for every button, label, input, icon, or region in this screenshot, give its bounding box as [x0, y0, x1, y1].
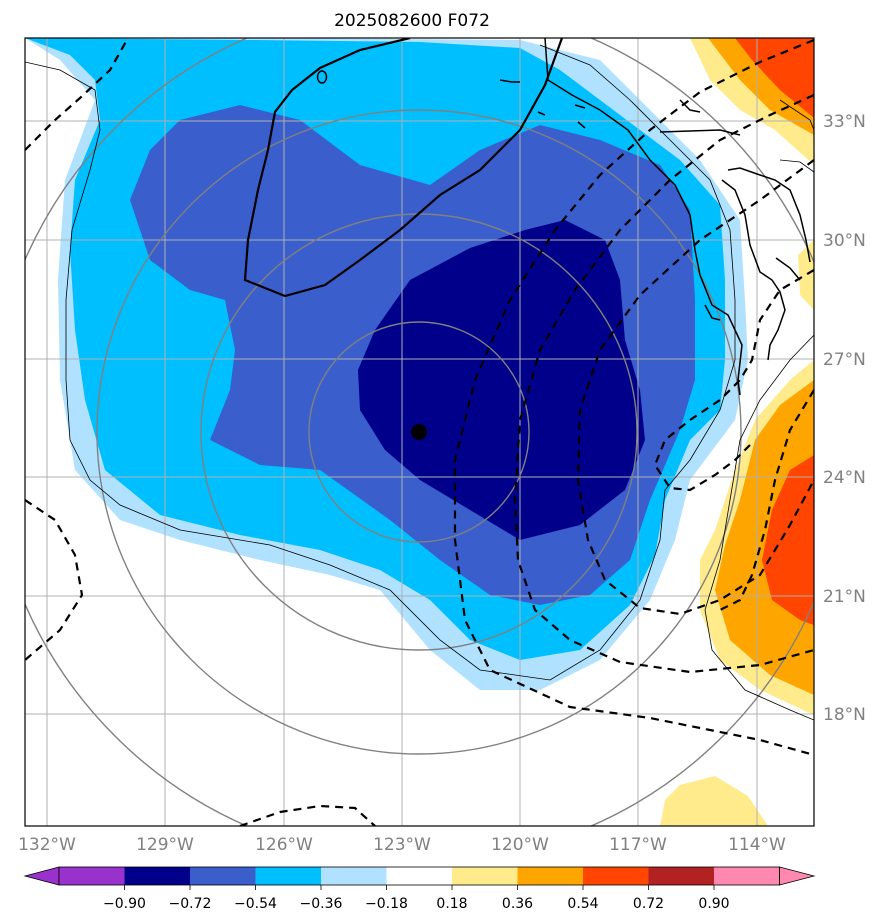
colorbar-tick-label: −0.90 [103, 896, 146, 912]
colorbar-tick-label: −0.18 [365, 896, 408, 912]
colorbar-swatch [517, 867, 583, 885]
colorbar-tick-label: 0.18 [436, 896, 467, 912]
map-area [25, 38, 814, 826]
lat-label: 30°N [823, 231, 866, 251]
solid-contour-small [316, 70, 328, 84]
colorbar-tick-label: 0.36 [502, 896, 533, 912]
colorbar-swatch [255, 867, 321, 885]
longitude-labels: 132°W 129°W 126°W 123°W 120°W 117°W 114°… [18, 835, 786, 855]
colorbar-frame [58, 866, 780, 886]
colorbar-swatch [648, 867, 714, 885]
dashed-contours [25, 38, 814, 826]
colorbar-tick-marks [124, 885, 715, 890]
colorbar-swatch [59, 867, 125, 885]
solid-contour [243, 38, 564, 298]
storm-center-marker [411, 424, 427, 440]
lat-label: 21°N [823, 587, 866, 607]
colorbar-swatch [386, 867, 452, 885]
lat-label: 18°N [823, 705, 866, 725]
colorbar-swatch [452, 867, 518, 885]
colorbar-tick-label: 0.90 [698, 896, 729, 912]
colorbar-tick-label: −0.36 [300, 896, 343, 912]
thin-contours [25, 44, 814, 721]
lat-label: 24°N [823, 468, 866, 488]
colorbar-swatch [124, 867, 190, 885]
lat-label: 33°N [823, 112, 866, 132]
anomaly-fill-red-e [762, 455, 814, 625]
colorbar-swatch [583, 867, 649, 885]
latitude-labels: 33°N 30°N 27°N 24°N 21°N 18°N [823, 112, 866, 725]
colorbar-swatch [190, 867, 256, 885]
anomaly-fill-navy [358, 220, 645, 540]
gridlines [25, 38, 814, 826]
colorbar-extend-high [779, 866, 816, 886]
colorbar-tick-label: −0.72 [169, 896, 212, 912]
colorbar-swatch [714, 867, 780, 885]
lon-label: 114°W [728, 835, 786, 855]
lat-label: 27°N [823, 350, 866, 370]
anomaly-fill-orange-e [715, 380, 814, 695]
anomaly-fill-red-ne [735, 38, 814, 118]
colorbar: −0.90 −0.72 −0.54 −0.36 −0.18 0.18 0.36 … [23, 866, 816, 912]
anomaly-fill-yellow-s [660, 776, 768, 826]
lon-label: 123°W [373, 835, 431, 855]
colorbar-extend-low [23, 866, 60, 886]
map-frame [24, 37, 815, 827]
lon-label: 132°W [18, 835, 76, 855]
figure-title: 2025082600 F072 [334, 11, 490, 31]
lon-label: 117°W [609, 835, 667, 855]
lon-label: 126°W [255, 835, 313, 855]
colorbar-tick-label: 0.54 [567, 896, 598, 912]
colorbar-swatch [321, 867, 387, 885]
colorbar-tick-label: 0.72 [633, 896, 664, 912]
lon-label: 120°W [491, 835, 549, 855]
colorbar-tick-label: −0.54 [234, 896, 277, 912]
anomaly-fill-yellow-mid [798, 240, 814, 310]
lon-label: 129°W [136, 835, 194, 855]
coastline [499, 38, 811, 396]
